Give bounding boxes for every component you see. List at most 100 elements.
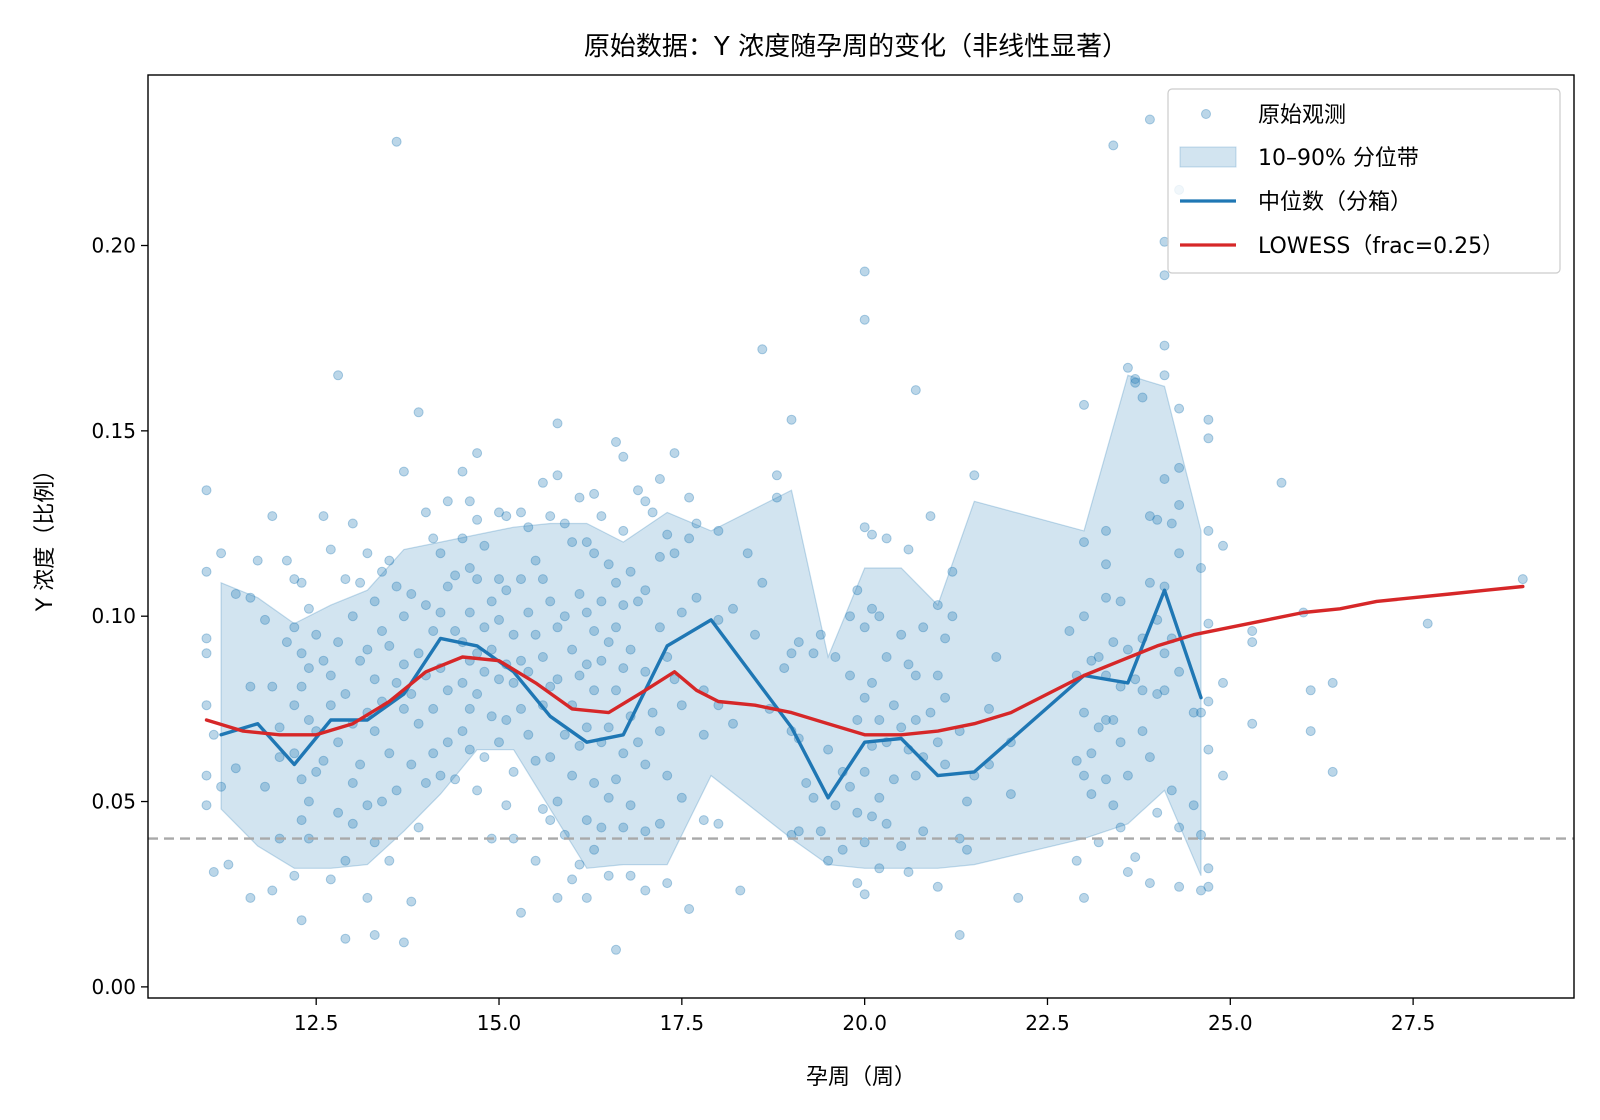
scatter-point [859, 837, 870, 848]
scatter-point [618, 822, 629, 833]
legend-swatch-band [1179, 146, 1237, 168]
scatter-point [464, 563, 475, 573]
scatter-point [867, 603, 877, 614]
scatter-points-layer [201, 114, 1528, 955]
scatter-point [1203, 414, 1214, 425]
scatter-point [1218, 677, 1228, 688]
scatter-point [333, 807, 344, 818]
scatter-point [303, 663, 314, 674]
scatter-point [391, 581, 402, 592]
scatter-point [1108, 715, 1119, 725]
scatter-point [464, 607, 475, 618]
scatter-point [859, 692, 870, 703]
scatter-point [713, 525, 724, 536]
scatter-point [318, 655, 329, 666]
scatter-point [501, 585, 512, 596]
scatter-point [1305, 685, 1316, 696]
scatter-point [516, 507, 526, 518]
scatter-point [311, 766, 322, 777]
scatter-point [1086, 789, 1097, 800]
scatter-point [1144, 114, 1155, 125]
scatter-point [874, 715, 885, 725]
scatter-point [552, 470, 563, 481]
x-axis: 12.5 15.0 17.5 20.0 22.5 25.0 27.5 [294, 998, 1435, 1035]
scatter-point [815, 826, 826, 837]
scatter-point [910, 385, 921, 396]
scatter-point [596, 822, 607, 833]
scatter-point [779, 663, 790, 674]
scatter-point [296, 774, 307, 785]
scatter-point [208, 867, 219, 877]
scatter-point [954, 930, 965, 940]
scatter-point [1174, 462, 1185, 473]
scatter-point [494, 737, 504, 748]
scatter-point [406, 689, 417, 699]
scatter-point [296, 577, 307, 588]
x-tick-label: 20.0 [842, 1011, 887, 1035]
x-tick-label: 12.5 [294, 1011, 339, 1035]
scatter-point [406, 896, 417, 907]
scatter-point [318, 511, 329, 522]
scatter-point [1101, 715, 1111, 725]
x-tick-label: 17.5 [660, 1011, 705, 1035]
scatter-point [1159, 648, 1170, 659]
scatter-point [1122, 867, 1133, 877]
scatter-point [1079, 707, 1089, 718]
scatter-point [552, 796, 563, 807]
scatter-point [296, 915, 307, 926]
scatter-point [874, 792, 885, 803]
scatter-point [852, 807, 863, 818]
scatter-point [201, 800, 212, 811]
scatter-point [274, 722, 285, 733]
scatter-point [859, 266, 870, 277]
scatter-point [281, 555, 292, 566]
scatter-point [494, 574, 504, 585]
scatter-point [523, 666, 534, 677]
scatter-point [355, 759, 366, 770]
scatter-point [201, 633, 212, 644]
scatter-point [881, 652, 892, 662]
scatter-point [552, 418, 563, 429]
scatter-point [1174, 822, 1185, 833]
scatter-point [859, 889, 870, 900]
scatter-point [333, 737, 344, 748]
scatter-point [1071, 855, 1082, 866]
scatter-point [530, 855, 541, 866]
scatter-point [355, 655, 366, 666]
scatter-point [603, 792, 614, 803]
scatter-point [457, 726, 468, 737]
scatter-point [398, 703, 409, 714]
scatter-point [1174, 548, 1185, 559]
scatter-point [333, 637, 344, 648]
scatter-point [552, 892, 563, 903]
scatter-point [874, 611, 885, 622]
scatter-point [589, 548, 600, 559]
scatter-point [501, 511, 512, 522]
scatter-point [581, 892, 592, 903]
scatter-point [845, 781, 855, 792]
scatter-point [311, 629, 322, 640]
scatter-point [603, 870, 614, 881]
y-tick-label: 0.20 [91, 234, 136, 258]
scatter-point [1101, 592, 1111, 603]
scatter-point [340, 855, 351, 866]
scatter-point [1108, 637, 1119, 648]
scatter-point [1159, 474, 1170, 484]
scatter-point [1196, 885, 1206, 896]
scatter-point [654, 726, 665, 737]
scatter-point [867, 811, 877, 822]
scatter-point [728, 603, 738, 614]
scatter-point [267, 885, 278, 896]
scatter-point [296, 681, 307, 692]
scatter-point [1203, 525, 1214, 536]
scatter-point [691, 592, 702, 603]
scatter-point [589, 844, 600, 855]
scatter-point [845, 670, 855, 681]
scatter-point [325, 700, 336, 711]
scatter-point [1174, 403, 1185, 414]
scatter-point [1196, 563, 1206, 573]
scatter-point [201, 700, 212, 711]
scatter-point [1005, 789, 1016, 800]
scatter-point [289, 622, 300, 633]
scatter-point [347, 818, 358, 829]
